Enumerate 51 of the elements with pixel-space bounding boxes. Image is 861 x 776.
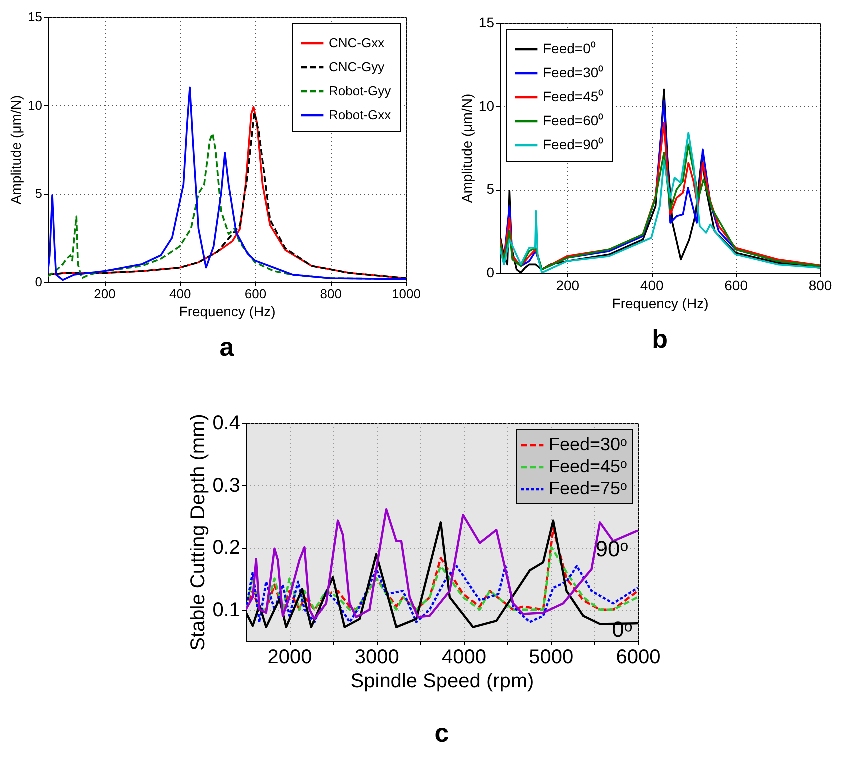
x-tick-label: 600 bbox=[244, 286, 267, 302]
y-tick-label: 0.1 bbox=[212, 599, 240, 622]
line-series bbox=[246, 508, 638, 620]
y-tick-label: 0.2 bbox=[212, 537, 240, 560]
x-tick-label: 200 bbox=[556, 278, 580, 294]
x-tick-label: 800 bbox=[808, 278, 832, 294]
text: b bbox=[652, 324, 668, 354]
x-tick-label: 6000 bbox=[616, 646, 661, 668]
x-tick-label: 4000 bbox=[442, 646, 487, 668]
x-tick-label: 400 bbox=[170, 286, 192, 302]
x-tick-label: 200 bbox=[94, 286, 116, 302]
legend-label: Feed=30ᵒ bbox=[549, 434, 628, 454]
x-tick-label: 5000 bbox=[529, 646, 574, 668]
line-series bbox=[246, 565, 638, 624]
y-tick-label: 0 bbox=[486, 264, 495, 280]
x-tick-label: 800 bbox=[320, 286, 342, 302]
legend-label: CNC-Gxx bbox=[329, 36, 386, 50]
y-tick-label: 5 bbox=[486, 181, 495, 198]
x-tick-label: 2000 bbox=[268, 646, 312, 668]
x-axis-title: Frequency (Hz) bbox=[612, 296, 709, 312]
y-tick-label: 0.3 bbox=[212, 474, 240, 497]
legend-label: CNC-Gyy bbox=[329, 60, 386, 74]
x-tick-label: 400 bbox=[640, 278, 664, 294]
x-tick-label: 600 bbox=[724, 278, 748, 294]
y-tick-label: 0.4 bbox=[212, 412, 240, 434]
legend-label: Feed=45ᵒ bbox=[549, 456, 628, 476]
legend-label: Robot-Gxx bbox=[329, 108, 392, 122]
y-tick-label: 10 bbox=[28, 98, 42, 113]
legend-label: Feed=60⁰ bbox=[543, 112, 604, 128]
y-tick-label: 15 bbox=[478, 14, 495, 30]
legend-label: Feed=45⁰ bbox=[543, 88, 604, 104]
annotation: 90ᵒ bbox=[596, 536, 629, 562]
y-tick-label: 5 bbox=[35, 186, 42, 202]
legend-label: Feed=75ᵒ bbox=[549, 478, 628, 498]
legend-label: Robot-Gyy bbox=[329, 84, 392, 98]
x-tick-label: 3000 bbox=[354, 646, 400, 668]
y-tick-label: 0 bbox=[35, 274, 42, 290]
legend-label: Feed=90⁰ bbox=[543, 136, 604, 152]
y-axis-title: Amplitude (μm/N) bbox=[8, 95, 24, 205]
y-tick-label: 10 bbox=[478, 98, 495, 114]
x-axis-title: Frequency (Hz) bbox=[179, 304, 276, 320]
x-tick-label: 1000 bbox=[392, 286, 421, 302]
line-series bbox=[246, 528, 638, 611]
y-tick-label: 15 bbox=[28, 10, 42, 24]
legend-label: Feed=30⁰ bbox=[543, 64, 604, 80]
x-axis-title: Spindle Speed (rpm) bbox=[350, 670, 534, 692]
text: c bbox=[434, 718, 450, 748]
text: a bbox=[220, 332, 235, 362]
legend-label: Feed=0⁰ bbox=[543, 40, 596, 56]
y-axis-title: Amplitude (μm/N) bbox=[458, 94, 475, 204]
y-axis-title: Stable Cutting Depth (mm) bbox=[188, 414, 210, 651]
